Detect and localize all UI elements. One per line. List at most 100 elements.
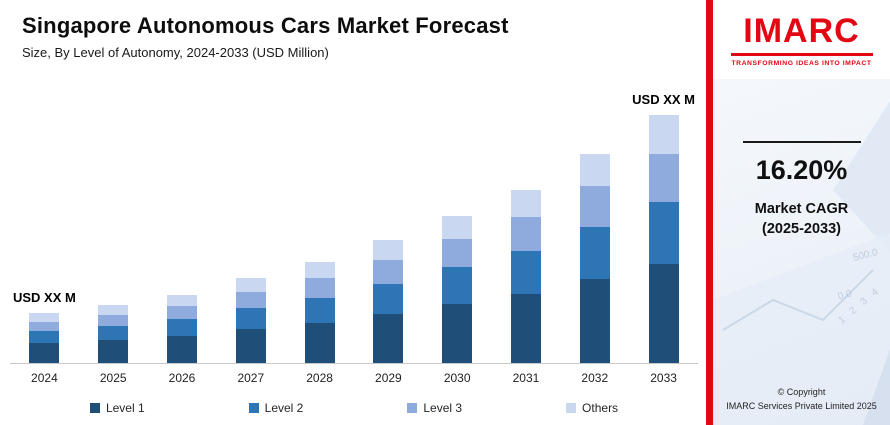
decor-number: 500.0 [852, 247, 879, 264]
bar-segment-others [579, 154, 610, 186]
bar-slot-2026 [148, 92, 217, 363]
decor-number: 0.0 [836, 288, 854, 303]
bar-segment-level-2 [304, 298, 335, 323]
stacked-bar [648, 115, 679, 363]
bar-value-label: USD XX M [12, 290, 76, 305]
bar-segment-level-3 [648, 154, 679, 202]
bar-slot-2025 [79, 92, 148, 363]
bar-segment-others [648, 115, 679, 154]
cagr-value: 16.20% [755, 155, 848, 185]
bar-segment-level-3 [235, 292, 266, 308]
legend-item-level-1: Level 1 [89, 401, 145, 415]
bar-segment-level-1 [98, 340, 129, 363]
bar-segment-level-2 [166, 319, 197, 336]
x-axis-label: 2024 [31, 371, 58, 385]
chart-panel: Singapore Autonomous Cars Market Forecas… [0, 0, 706, 421]
legend-item-level-2: Level 2 [248, 401, 304, 415]
legend-item-others: Others [566, 401, 618, 415]
copyright-line2: IMARC Services Private Limited 2025 [726, 400, 877, 411]
bar-slot-2027 [216, 92, 285, 363]
cagr-label-line2: (2025-2033) [762, 220, 841, 237]
bar-segment-level-2 [29, 331, 60, 343]
logo-rule [730, 53, 873, 56]
bar-slot-2029 [354, 92, 423, 363]
bar-segment-level-1 [648, 264, 679, 363]
bar-segment-level-2 [579, 227, 610, 279]
bar-value-label: USD XX M [632, 92, 695, 107]
cagr-label: Market CAGR (2025-2033) [713, 200, 890, 239]
legend-marker [248, 403, 259, 413]
x-axis-label: 2031 [512, 371, 540, 385]
stacked-bar [304, 262, 335, 363]
x-axis-label: 2033 [650, 371, 677, 385]
legend-item-level-3: Level 3 [407, 401, 462, 415]
bar-segment-others [373, 240, 404, 260]
bar-segment-level-3 [579, 186, 610, 227]
x-axis: 2024 2025 2026 2027 2028 2029 2030 2031 2032 2033 [10, 364, 698, 385]
bar-segment-level-3 [98, 315, 129, 326]
legend-marker [407, 403, 418, 413]
imarc-logo: IMARC TRANSFORMING IDEAS INTO IMPACT [713, 0, 890, 79]
legend-marker [566, 403, 577, 413]
stacked-bar-chart: USD XX M USD XX M 2024 2025 2026 2027 2028 202… [10, 92, 698, 421]
bar-segment-level-1 [304, 323, 335, 363]
bar-segment-level-1 [29, 343, 60, 363]
bar-segment-level-1 [442, 304, 473, 363]
stacked-bar [29, 313, 60, 363]
imarc-logo-text: IMARC [743, 12, 860, 50]
cagr-divider [742, 141, 861, 143]
bar-segment-level-1 [373, 314, 404, 363]
bar-slot-2031 [492, 92, 561, 363]
stacked-bar [442, 216, 473, 363]
bar-segment-others [442, 216, 473, 239]
bar-segment-level-3 [166, 306, 197, 319]
legend-label: Level 1 [105, 401, 145, 415]
plot-area: USD XX M USD XX M [10, 92, 698, 364]
stacked-bar [510, 190, 541, 363]
legend-label: Others [582, 401, 619, 415]
chart-legend: Level 1 Level 2 Level 3 Others [10, 385, 698, 421]
stacked-bar [235, 278, 266, 363]
x-axis-label: 2026 [168, 371, 196, 385]
bar-segment-level-3 [442, 239, 473, 267]
stacked-bar [373, 240, 404, 363]
legend-label: Level 2 [264, 401, 304, 415]
stacked-bar [98, 305, 129, 363]
legend-marker [89, 403, 100, 413]
cagr-label-line1: Market CAGR [754, 201, 849, 217]
bar-segment-level-3 [510, 217, 541, 251]
bar-segment-others [98, 305, 129, 315]
bar-segment-level-1 [579, 279, 610, 363]
bar-slot-2024: USD XX M [10, 92, 79, 363]
page-subtitle: Size, By Level of Autonomy, 2024-2033 (U… [22, 45, 329, 60]
x-axis-label: 2028 [306, 371, 333, 385]
bar-segment-others [29, 313, 60, 322]
bar-segment-others [235, 278, 266, 292]
bar-segment-others [510, 190, 541, 217]
bar-segment-level-3 [304, 278, 335, 298]
bar-segment-level-2 [648, 202, 679, 264]
bar-segment-level-2 [98, 326, 129, 340]
copyright: © Copyright IMARC Services Private Limit… [713, 386, 890, 413]
bar-segment-level-3 [373, 260, 404, 284]
bar-segment-others [166, 295, 197, 306]
bar-segment-level-2 [373, 284, 404, 314]
stacked-bar [166, 295, 197, 363]
stacked-bar [579, 154, 610, 363]
legend-label: Level 3 [423, 401, 463, 415]
bar-segment-others [304, 262, 335, 278]
bar-slot-2033: USD XX M [629, 92, 698, 363]
x-axis-label: 2027 [237, 371, 265, 385]
chart-header: Singapore Autonomous Cars Market Forecas… [0, 0, 706, 60]
copyright-line1: © Copyright [777, 387, 826, 397]
bar-slot-2030 [423, 92, 492, 363]
x-axis-label: 2030 [443, 371, 471, 385]
x-axis-label: 2025 [99, 371, 127, 385]
x-axis-label: 2029 [375, 371, 402, 385]
bar-slot-2032 [560, 92, 629, 363]
bar-segment-level-2 [442, 267, 473, 304]
x-axis-label: 2032 [581, 371, 609, 385]
bar-segment-level-2 [235, 308, 266, 329]
bar-segment-level-3 [29, 322, 60, 331]
